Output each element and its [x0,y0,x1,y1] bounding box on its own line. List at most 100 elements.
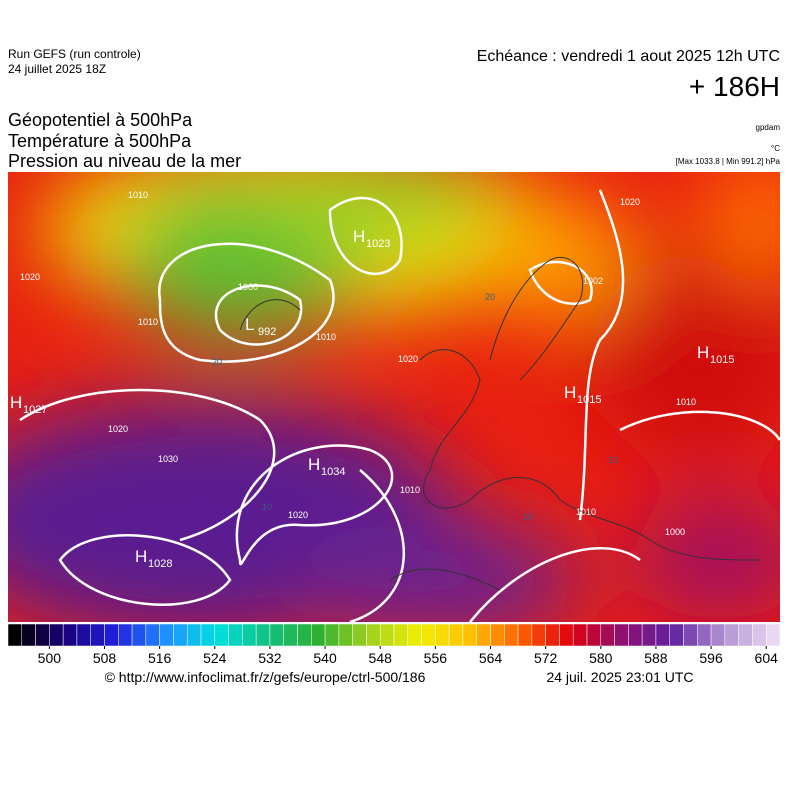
colorbar-cell [697,623,712,647]
colorbar-cell [683,623,698,647]
colorbar-cell [21,623,36,647]
colorbar-cell [379,623,395,647]
center-value: 992 [258,326,276,338]
colorbar-cell [545,623,560,647]
colorbar-cell [90,623,105,647]
isobar-label: 20 [212,357,222,367]
isobar-label: 1000 [238,282,258,292]
colorbar-cell [710,623,726,647]
colorbar-cell [407,623,422,647]
colorbar-cell [186,623,202,647]
colorbar-tick-label: 516 [148,650,172,666]
colorbar-tick-label: 540 [313,650,337,666]
lead-time: + 186H [689,71,780,102]
echeance: Echéance : vendredi 1 aout 2025 12h UTC [477,48,780,65]
colorbar-cell [559,623,574,647]
isobar-label: 1020 [620,197,640,207]
colorbar-cell [104,623,119,647]
temperature-field [8,172,780,622]
center-letter: L [245,315,254,334]
colorbar-cell [200,623,216,647]
colorbar-cell [448,623,464,647]
isobar-label: 20 [485,292,495,302]
colorbar-tick-label: 524 [203,650,227,666]
center-value: 1027 [23,404,47,416]
colorbar-tick-label: 572 [534,650,558,666]
isobar-label: 1030 [158,454,178,464]
center-letter: H [564,383,576,402]
colorbar-cell [228,623,243,647]
map [8,172,780,622]
center-value: 1028 [148,558,172,570]
isobar-label: 1020 [398,354,418,364]
coastlines [239,256,761,591]
colorbar-cell [159,623,174,647]
colorbar-cell [572,623,588,647]
title: Géopotentiel à 500hPa [8,110,193,130]
colorbar-cell [269,623,284,647]
colorbar-cell [338,623,353,647]
colorbar-cell [752,623,767,647]
colorbar-tick-label: 604 [755,650,779,666]
colorbar-cell [118,623,133,647]
center-value: 1023 [366,238,390,250]
colorbar-cell [76,623,91,647]
center-letter: H [308,455,320,474]
isobar-label: 1020 [108,424,128,434]
isobars [19,189,780,622]
isobar-label: 1010 [138,317,158,327]
colorbar-cell [738,623,753,647]
colorbar-cell [214,623,229,647]
colorbar-tick-label: 556 [424,650,448,666]
isobar-label: 10 [523,512,533,522]
colorbar-cell [462,623,477,647]
colorbar-tick-label: 564 [479,650,503,666]
colorbar: 500 508 516 524 532 540 548 556 564 572 580 588 596 6… [7,623,781,666]
colorbar-cell [504,623,519,647]
colorbar-cell [421,623,436,647]
colorbar-tick-label: 580 [589,650,613,666]
colorbar-cell [35,623,50,647]
isobar-label: 1020 [20,272,40,282]
unit: gpdam [756,123,781,132]
center-value: 1015 [577,394,601,406]
colorbar-cell [255,623,271,647]
colorbar-tick-label: 548 [369,650,393,666]
colorbar-cell [311,623,326,647]
isobar-label: 1010 [676,397,696,407]
colorbar-cell [242,623,257,647]
isobar-label: 1010 [128,190,148,200]
colorbar-cell [49,623,64,647]
isobar-label: 1010 [576,507,596,517]
colorbar-cell [352,623,367,647]
colorbar-tick-label: 596 [699,650,723,666]
colorbar-cell [724,623,739,647]
colorbar-cell [600,623,615,647]
colorbar-cell [628,623,643,647]
colorbar-cell [7,623,23,647]
colorbar-tick-label: 508 [93,650,117,666]
isobar-label: 1000 [665,527,685,537]
colorbar-cell [614,623,629,647]
center-value: 1015 [710,354,734,366]
isobar-labels: 1010102010001010102010101020103010201010… [20,190,696,537]
colorbar-tick-label: 588 [644,650,668,666]
colorbar-cell [531,623,546,647]
center-letter: H [10,393,22,412]
colorbar-tick-label: 532 [258,650,282,666]
colorbar-cell [435,623,450,647]
colorbar-cell [324,623,340,647]
isobar-label: 10 [262,502,272,512]
colorbar-cell [490,623,505,647]
colorbar-cell [586,623,602,647]
center-letter: H [353,227,365,246]
colorbar-cell [669,623,684,647]
isobar-label: 1020 [288,510,308,520]
colorbar-cell [366,623,381,647]
title: Température à 500hPa [8,131,192,151]
colorbar-tick-label: 500 [38,650,62,666]
colorbar-cell [641,623,657,647]
isobar-label: 1010 [400,485,420,495]
